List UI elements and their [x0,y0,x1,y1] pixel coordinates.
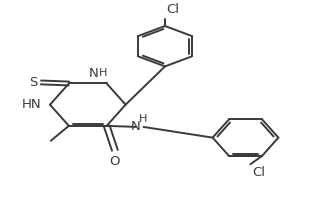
Text: H: H [99,68,108,78]
Text: Cl: Cl [252,166,265,179]
Text: Cl: Cl [167,3,180,16]
Text: O: O [110,155,120,168]
Text: S: S [29,76,38,89]
Text: N: N [131,120,141,133]
Text: N: N [89,67,98,80]
Text: H: H [139,114,147,124]
Text: HN: HN [22,98,42,111]
